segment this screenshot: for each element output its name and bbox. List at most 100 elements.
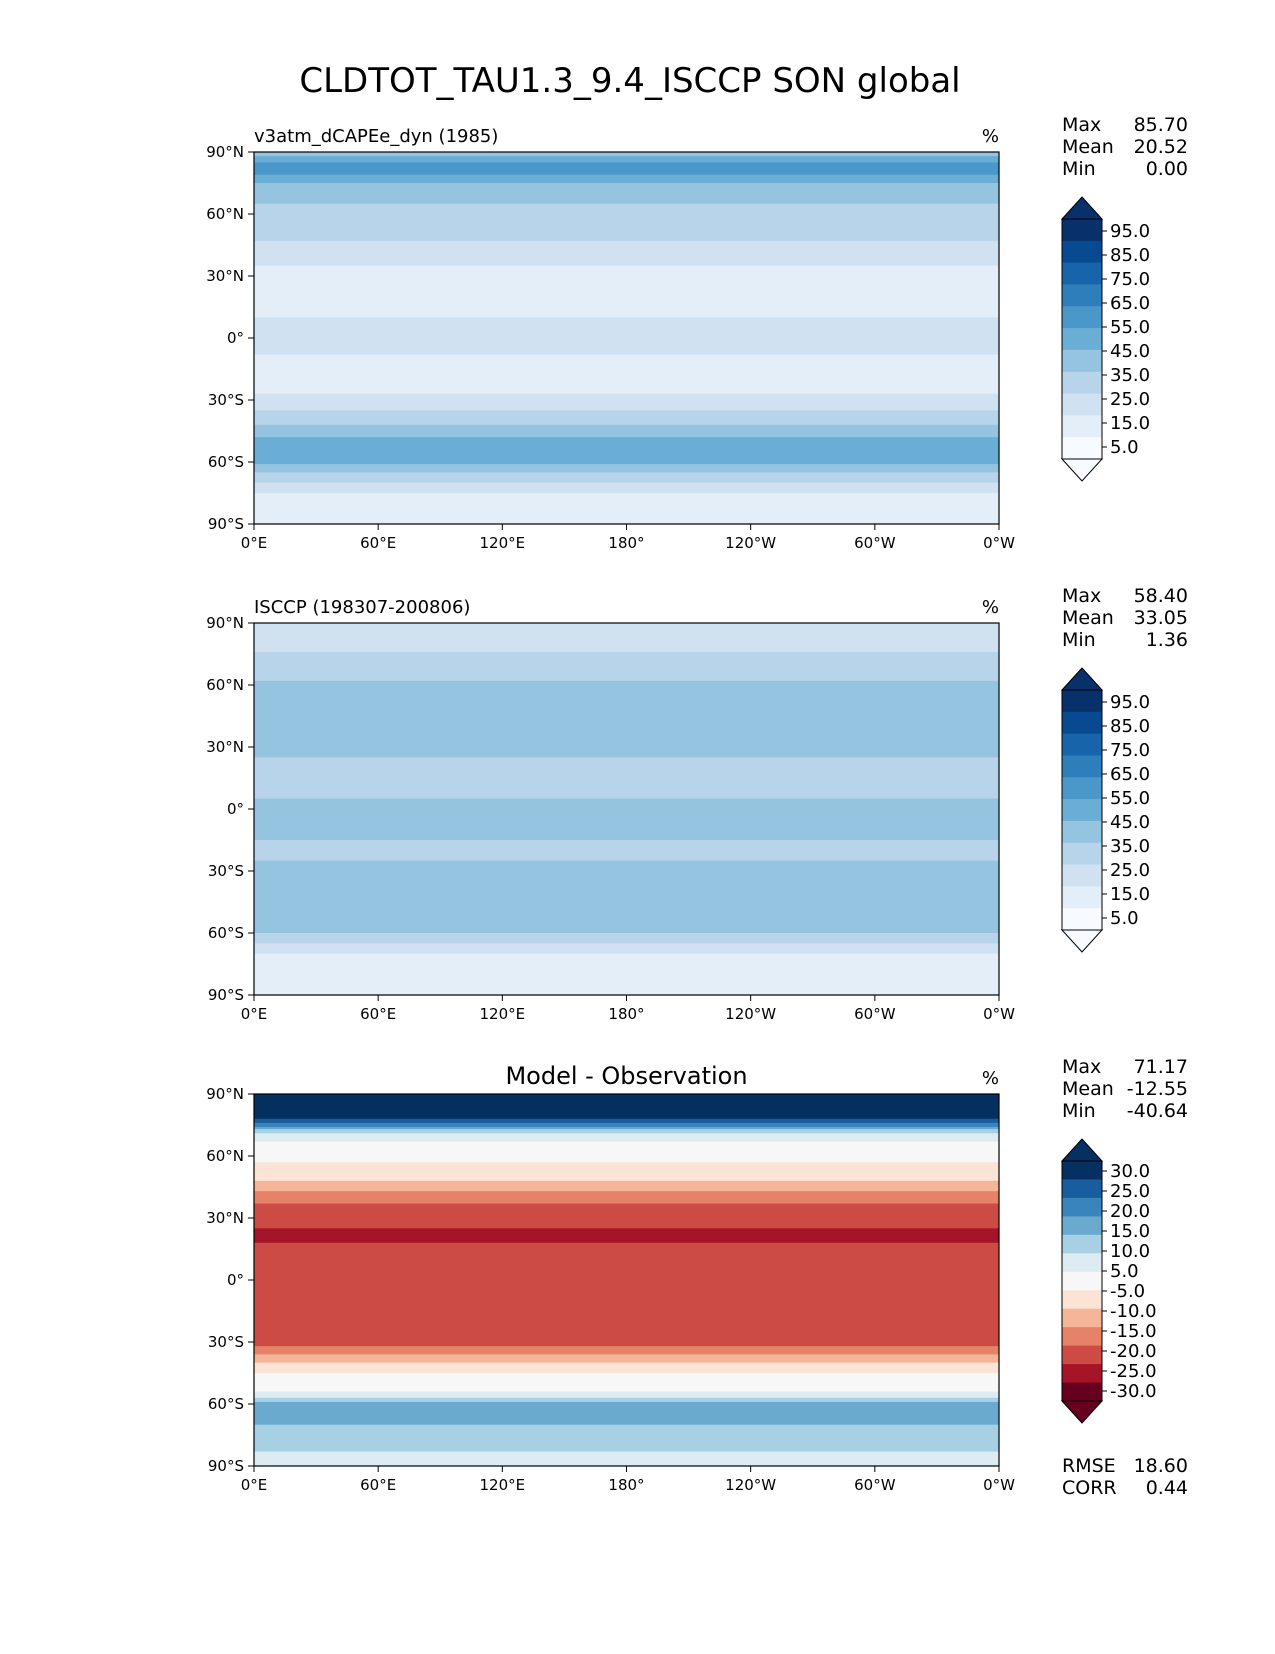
heatmap-band — [254, 379, 999, 382]
heatmap-band — [254, 193, 999, 196]
heatmap-band — [254, 1244, 999, 1248]
colorbar-tick-label: 85.0 — [1110, 716, 1150, 737]
heatmap-band — [254, 245, 999, 248]
heatmap-band — [254, 480, 999, 484]
heatmap-band — [254, 889, 999, 893]
heatmap-band — [254, 1232, 999, 1236]
heatmap-band — [254, 970, 999, 973]
heatmap-band — [254, 1354, 999, 1358]
heatmap-band — [254, 1129, 999, 1132]
heatmap-band — [254, 846, 999, 849]
heatmap-band — [254, 641, 999, 645]
heatmap-band — [254, 296, 999, 300]
heatmap-band — [254, 420, 999, 424]
heatmap-band — [254, 790, 999, 794]
x-tick-label: 0°E — [241, 534, 268, 552]
heatmap-band — [254, 848, 999, 851]
heatmap-band — [254, 629, 999, 632]
y-tick-label: 90°N — [206, 143, 244, 161]
heatmap-band — [254, 732, 999, 736]
heatmap-band — [254, 507, 999, 511]
heatmap-band — [254, 428, 999, 432]
heatmap-band — [254, 1246, 999, 1250]
heatmap-band — [254, 1300, 999, 1304]
colorbar-swatch — [1062, 437, 1102, 460]
y-tick-label: 60°S — [208, 1395, 244, 1413]
heatmap-band — [254, 393, 999, 397]
stat-value: 33.05 — [1134, 607, 1188, 629]
heatmap-band — [254, 1348, 999, 1351]
heatmap-band — [254, 773, 999, 777]
heatmap-band — [254, 1205, 999, 1209]
heatmap-band — [254, 1331, 999, 1335]
heatmap-band — [254, 1360, 999, 1364]
heatmap-band — [254, 253, 999, 256]
heatmap-band — [254, 232, 999, 236]
colorbar-tick-label: 65.0 — [1110, 764, 1150, 785]
heatmap-band — [254, 738, 999, 742]
heatmap-band — [254, 1226, 999, 1229]
heatmap-band — [254, 402, 999, 405]
heatmap-band — [254, 424, 999, 428]
heatmap-band — [254, 474, 999, 478]
heatmap-band — [254, 897, 999, 901]
stat-label: Mean — [1062, 136, 1114, 158]
heatmap-band — [254, 476, 999, 480]
heatmap-band — [254, 982, 999, 986]
heatmap-band — [254, 445, 999, 449]
heatmap-band — [254, 992, 999, 996]
heatmap-band — [254, 742, 999, 746]
heatmap-band — [254, 383, 999, 387]
heatmap-band — [254, 226, 999, 230]
colorbar: 30.025.020.015.010.05.0-5.0-10.0-15.0-20… — [1060, 1138, 1157, 1424]
heatmap-band — [254, 759, 999, 763]
stat-value: 20.52 — [1134, 136, 1188, 158]
heatmap-band — [254, 1435, 999, 1438]
heatmap-band — [254, 711, 999, 715]
colorbar-swatch — [1062, 349, 1102, 373]
heatmap-band — [254, 1104, 999, 1107]
heatmap-band — [254, 709, 999, 713]
heatmap-band — [254, 961, 999, 965]
colorbar-frame — [1061, 218, 1103, 460]
heatmap-band — [254, 154, 999, 157]
heatmap-band — [254, 1112, 999, 1116]
heatmap-band — [254, 377, 999, 380]
heatmap-band — [254, 691, 999, 694]
heatmap-band — [254, 986, 999, 990]
heatmap-band — [254, 1426, 999, 1430]
heatmap-band — [254, 1201, 999, 1205]
heatmap-band — [254, 499, 999, 502]
colorbar: 95.0 85.0 75.0 65.0 55.0 45.0 35.0 25.0 15.0 5.0 — [1060, 667, 1150, 953]
heatmap-band — [254, 333, 999, 337]
heatmap-band — [254, 350, 999, 354]
heatmap-band — [254, 796, 999, 800]
heatmap-band — [254, 891, 999, 895]
heatmap-band — [254, 1118, 999, 1122]
heatmap-band — [254, 1207, 999, 1211]
heatmap-band — [254, 242, 999, 246]
colorbar-tick-label: 30.0 — [1110, 1161, 1150, 1182]
colorbar-swatch — [1062, 240, 1102, 264]
heatmap-band — [254, 400, 999, 403]
heatmap-band — [254, 1135, 999, 1138]
colorbar-swatch — [1062, 1290, 1102, 1310]
colorbar-tick-label: -5.0 — [1110, 1281, 1145, 1302]
heatmap-band — [254, 1114, 999, 1118]
heatmap-band — [254, 800, 999, 804]
heatmap-band — [254, 189, 999, 192]
heatmap-band — [254, 249, 999, 252]
x-tick-label: 0°W — [983, 1005, 1015, 1023]
heatmap-band — [254, 1439, 999, 1442]
heatmap-band — [254, 493, 999, 496]
heatmap-band — [254, 418, 999, 422]
colorbar-tick-label: 25.0 — [1110, 860, 1150, 881]
heatmap-band — [254, 720, 999, 723]
heatmap-band — [254, 160, 999, 163]
colorbar-swatch — [1062, 864, 1102, 887]
heatmap-band — [254, 718, 999, 721]
heatmap-band — [254, 199, 999, 203]
x-tick-label: 0°E — [241, 1005, 268, 1023]
heatmap-band — [254, 1100, 999, 1103]
